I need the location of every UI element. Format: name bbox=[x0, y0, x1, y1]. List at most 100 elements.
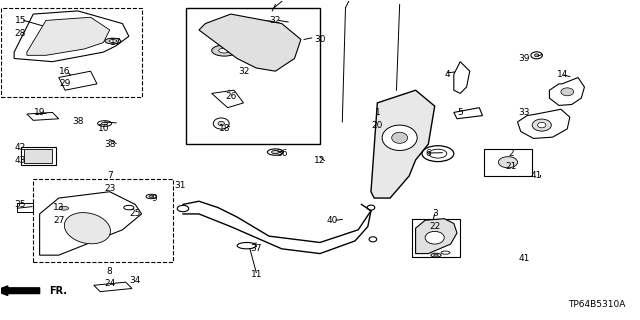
Polygon shape bbox=[549, 77, 584, 105]
Text: 40: 40 bbox=[327, 216, 339, 225]
Bar bbox=[1, 8, 141, 97]
FancyArrow shape bbox=[0, 286, 40, 295]
Text: 16: 16 bbox=[60, 67, 71, 76]
Bar bbox=[20, 147, 56, 165]
Ellipse shape bbox=[534, 54, 539, 57]
Text: 28: 28 bbox=[15, 28, 26, 38]
Polygon shape bbox=[454, 62, 470, 93]
Text: 42: 42 bbox=[15, 143, 26, 152]
Polygon shape bbox=[518, 109, 570, 139]
Ellipse shape bbox=[177, 205, 189, 212]
Ellipse shape bbox=[105, 38, 121, 44]
Text: 26: 26 bbox=[225, 92, 236, 101]
Ellipse shape bbox=[218, 121, 225, 126]
Text: 20: 20 bbox=[372, 121, 383, 130]
Text: 39: 39 bbox=[518, 54, 530, 63]
Text: 37: 37 bbox=[250, 244, 262, 253]
Ellipse shape bbox=[98, 121, 111, 126]
Ellipse shape bbox=[271, 150, 279, 154]
Text: 38: 38 bbox=[104, 140, 115, 148]
Text: 4: 4 bbox=[445, 70, 451, 79]
Ellipse shape bbox=[531, 52, 542, 59]
FancyBboxPatch shape bbox=[17, 203, 33, 212]
Text: 41: 41 bbox=[531, 172, 542, 180]
Text: 34: 34 bbox=[129, 276, 141, 285]
Ellipse shape bbox=[212, 45, 237, 56]
Ellipse shape bbox=[532, 119, 551, 131]
Text: 41: 41 bbox=[518, 254, 529, 263]
Ellipse shape bbox=[434, 254, 438, 256]
Ellipse shape bbox=[441, 251, 450, 254]
Ellipse shape bbox=[65, 212, 111, 244]
Polygon shape bbox=[94, 282, 132, 292]
Ellipse shape bbox=[369, 237, 377, 242]
Text: 23: 23 bbox=[104, 184, 115, 193]
Ellipse shape bbox=[262, 21, 275, 26]
Polygon shape bbox=[14, 11, 129, 62]
Polygon shape bbox=[52, 203, 78, 212]
Text: 19: 19 bbox=[34, 108, 45, 117]
Ellipse shape bbox=[538, 123, 546, 128]
Ellipse shape bbox=[561, 88, 573, 96]
Ellipse shape bbox=[109, 40, 116, 43]
Ellipse shape bbox=[367, 205, 375, 210]
Ellipse shape bbox=[124, 205, 134, 210]
Text: 32: 32 bbox=[238, 67, 249, 76]
Text: 6: 6 bbox=[426, 149, 431, 158]
Polygon shape bbox=[199, 14, 301, 71]
Bar bbox=[412, 219, 460, 257]
Text: 22: 22 bbox=[429, 222, 440, 231]
Bar bbox=[33, 179, 173, 261]
Text: 21: 21 bbox=[506, 162, 517, 171]
Text: 18: 18 bbox=[219, 124, 230, 133]
Polygon shape bbox=[40, 192, 141, 255]
Text: 1: 1 bbox=[374, 108, 380, 117]
Text: 17: 17 bbox=[110, 38, 122, 47]
Text: 33: 33 bbox=[518, 108, 530, 117]
FancyBboxPatch shape bbox=[484, 149, 532, 176]
Ellipse shape bbox=[69, 78, 81, 82]
Ellipse shape bbox=[268, 149, 284, 155]
Ellipse shape bbox=[431, 253, 441, 257]
Polygon shape bbox=[27, 17, 109, 55]
Ellipse shape bbox=[392, 132, 408, 143]
Ellipse shape bbox=[213, 118, 229, 129]
Bar bbox=[24, 149, 52, 163]
Polygon shape bbox=[415, 219, 457, 253]
Text: 13: 13 bbox=[53, 203, 65, 212]
Text: 3: 3 bbox=[432, 209, 438, 219]
Polygon shape bbox=[59, 71, 97, 90]
Text: 11: 11 bbox=[250, 270, 262, 279]
Bar bbox=[186, 8, 320, 144]
Ellipse shape bbox=[149, 196, 154, 197]
Ellipse shape bbox=[499, 157, 518, 168]
Text: 43: 43 bbox=[15, 156, 26, 164]
Text: 2: 2 bbox=[508, 149, 514, 158]
Text: 25: 25 bbox=[129, 209, 141, 219]
Ellipse shape bbox=[425, 231, 444, 244]
Ellipse shape bbox=[382, 125, 417, 150]
Text: FR.: FR. bbox=[49, 286, 67, 296]
Polygon shape bbox=[27, 112, 59, 120]
Text: 15: 15 bbox=[15, 16, 26, 25]
Text: 32: 32 bbox=[269, 16, 281, 25]
Text: 30: 30 bbox=[314, 35, 326, 44]
Text: 10: 10 bbox=[97, 124, 109, 133]
Text: 9: 9 bbox=[152, 194, 157, 203]
Ellipse shape bbox=[101, 122, 108, 125]
Text: 8: 8 bbox=[107, 267, 113, 276]
Ellipse shape bbox=[59, 206, 68, 210]
Text: 24: 24 bbox=[104, 279, 115, 288]
Text: 31: 31 bbox=[174, 181, 186, 190]
Text: 35: 35 bbox=[15, 200, 26, 209]
Text: 29: 29 bbox=[60, 79, 71, 88]
Polygon shape bbox=[454, 108, 483, 119]
Text: TP64B5310A: TP64B5310A bbox=[568, 300, 626, 309]
Ellipse shape bbox=[219, 48, 230, 53]
Ellipse shape bbox=[146, 194, 156, 199]
Text: 5: 5 bbox=[458, 108, 463, 117]
Text: 14: 14 bbox=[556, 70, 568, 79]
Text: 38: 38 bbox=[72, 117, 84, 126]
Text: 7: 7 bbox=[107, 172, 113, 180]
Polygon shape bbox=[371, 90, 435, 198]
